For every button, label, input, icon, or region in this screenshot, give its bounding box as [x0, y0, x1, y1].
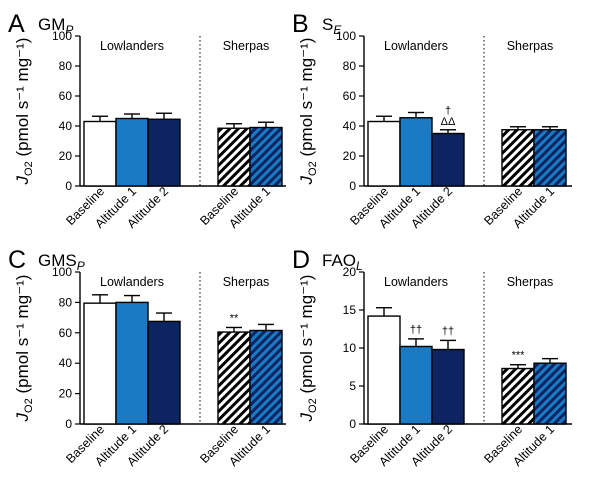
y-tick-label: 10 — [343, 341, 357, 355]
significance-annotation: †† — [410, 324, 422, 336]
bar — [249, 126, 283, 187]
bar — [501, 367, 535, 425]
significance-annotation: *** — [512, 350, 526, 362]
group-label-lowlanders: Lowlanders — [384, 275, 448, 289]
y-tick-label: 60 — [59, 89, 73, 103]
y-tick-label: 60 — [59, 326, 73, 340]
y-tick-label: 20 — [59, 387, 73, 401]
bar — [217, 331, 251, 425]
panel-letter: B — [292, 10, 309, 38]
group-label-sherpas: Sherpas — [507, 275, 554, 289]
panel-title-sub: P — [77, 259, 85, 273]
panel-title-main: GM — [38, 15, 65, 34]
bar — [399, 345, 433, 425]
y-tick-label: 20 — [343, 265, 357, 279]
y-tick-label: 60 — [343, 89, 357, 103]
y-label-units: (pmol s⁻¹ mg⁻¹) — [13, 275, 32, 399]
bar — [399, 117, 433, 187]
bar — [367, 315, 401, 425]
panel-title-sub: E — [333, 23, 342, 37]
bar — [431, 348, 465, 425]
y-label-main: J — [13, 175, 32, 185]
y-axis-label: JO2 (pmol s⁻¹ mg⁻¹) — [13, 38, 35, 186]
y-tick-label: 0 — [65, 179, 72, 193]
bar — [533, 129, 567, 187]
y-tick-label: 20 — [59, 149, 73, 163]
bar — [115, 301, 149, 425]
group-label-sherpas: Sherpas — [223, 39, 270, 53]
bar — [501, 129, 535, 187]
significance-annotation: ΔΔ — [441, 116, 456, 128]
y-tick-label: 80 — [343, 59, 357, 73]
y-label-sub: O2 — [307, 398, 319, 413]
significance-annotation: † — [445, 105, 451, 117]
bar — [83, 302, 117, 425]
y-tick-label: 80 — [59, 295, 73, 309]
y-tick-label: 0 — [349, 179, 356, 193]
y-tick-label: 0 — [349, 417, 356, 431]
y-tick-label: 20 — [343, 149, 357, 163]
y-label-sub: O2 — [307, 161, 319, 176]
panel-title-sub: P — [65, 23, 73, 37]
panel-title: SE — [322, 15, 342, 37]
y-axis-label: JO2 (pmol s⁻¹ mg⁻¹) — [297, 38, 319, 186]
y-tick-label: 0 — [65, 417, 72, 431]
bar — [367, 120, 401, 187]
bar — [147, 320, 181, 425]
group-label-sherpas: Sherpas — [507, 39, 554, 53]
panel-letter: D — [292, 246, 310, 274]
y-label-units: (pmol s⁻¹ mg⁻¹) — [13, 38, 32, 162]
bar — [115, 117, 149, 187]
y-label-main: J — [13, 412, 32, 422]
y-tick-label: 15 — [343, 303, 357, 317]
y-tick-label: 40 — [59, 119, 73, 133]
y-tick-label: 40 — [59, 356, 73, 370]
bar — [431, 132, 465, 187]
y-label-units: (pmol s⁻¹ mg⁻¹) — [297, 38, 316, 162]
bar — [83, 120, 117, 187]
y-label-sub: O2 — [23, 398, 35, 413]
bar — [533, 362, 567, 425]
panel-title-main: GMS — [38, 251, 77, 270]
y-label-main: J — [297, 412, 316, 422]
group-label-sherpas: Sherpas — [223, 275, 270, 289]
group-label-lowlanders: Lowlanders — [384, 39, 448, 53]
group-label-lowlanders: Lowlanders — [100, 275, 164, 289]
significance-annotation: †† — [442, 325, 454, 337]
panel-letter: C — [8, 246, 26, 274]
bar — [249, 329, 283, 425]
bar — [147, 118, 181, 187]
y-label-main: J — [297, 175, 316, 185]
group-label-lowlanders: Lowlanders — [100, 39, 164, 53]
panel-letter: A — [8, 10, 25, 38]
y-tick-label: 40 — [343, 119, 357, 133]
y-tick-label: 5 — [349, 379, 356, 393]
y-tick-label: 100 — [52, 29, 72, 43]
panel-title-sub: L — [356, 259, 363, 273]
y-label-units: (pmol s⁻¹ mg⁻¹) — [297, 275, 316, 399]
bar — [217, 127, 251, 187]
y-tick-label: 100 — [52, 265, 72, 279]
panel-title-main: FAO — [322, 251, 356, 270]
panel-title: GMSP — [38, 251, 85, 273]
significance-annotation: ** — [230, 312, 239, 324]
y-tick-label: 80 — [59, 59, 73, 73]
panel-title: GMP — [38, 15, 73, 37]
y-axis-label: JO2 (pmol s⁻¹ mg⁻¹) — [297, 275, 319, 423]
y-axis-label: JO2 (pmol s⁻¹ mg⁻¹) — [13, 275, 35, 423]
panel-title-main: S — [322, 15, 333, 34]
panel-title: FAOL — [322, 251, 363, 273]
y-tick-label: 100 — [336, 29, 356, 43]
y-label-sub: O2 — [23, 161, 35, 176]
